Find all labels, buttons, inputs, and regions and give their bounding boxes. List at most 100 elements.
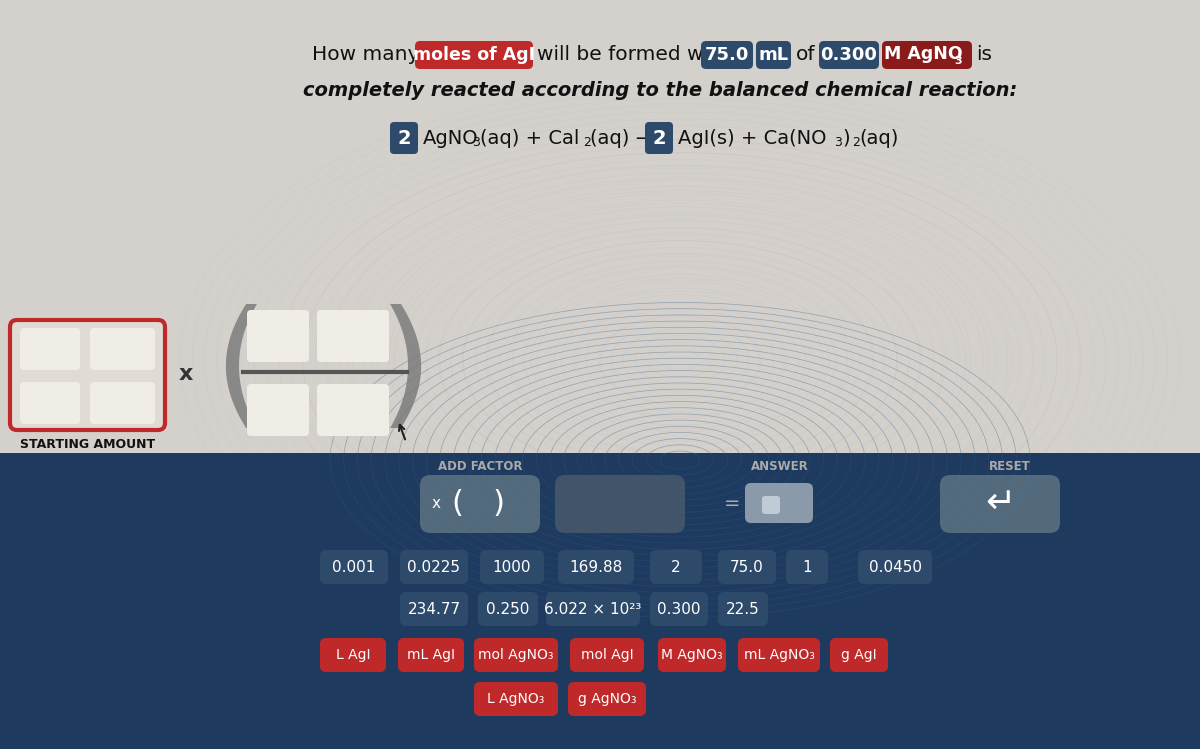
Text: mol AgNO₃: mol AgNO₃ [479,648,553,662]
Text: ): ) [842,129,850,148]
FancyBboxPatch shape [745,483,814,523]
FancyBboxPatch shape [478,592,538,626]
Text: mL AgNO₃: mL AgNO₃ [744,648,815,662]
FancyBboxPatch shape [90,382,155,424]
Text: 1: 1 [802,560,812,574]
Text: 22.5: 22.5 [726,601,760,616]
FancyBboxPatch shape [247,310,310,362]
FancyBboxPatch shape [818,41,878,69]
FancyBboxPatch shape [650,592,708,626]
FancyBboxPatch shape [786,550,828,584]
FancyBboxPatch shape [0,453,1200,749]
Text: 2: 2 [583,136,590,150]
FancyBboxPatch shape [568,682,646,716]
FancyBboxPatch shape [546,592,640,626]
Text: 0.001: 0.001 [332,560,376,574]
FancyBboxPatch shape [650,550,702,584]
Text: 0.250: 0.250 [486,601,529,616]
Text: (aq): (aq) [859,129,899,148]
FancyBboxPatch shape [474,638,558,672]
Text: (   ): ( ) [451,488,504,518]
FancyBboxPatch shape [415,41,533,69]
FancyBboxPatch shape [247,384,310,436]
Text: M AgNO₃: M AgNO₃ [661,648,722,662]
Text: 3: 3 [834,136,842,150]
Text: (aq) →: (aq) → [590,129,652,148]
FancyBboxPatch shape [398,638,464,672]
Text: (: ( [214,305,266,440]
Text: AgNO: AgNO [424,129,479,148]
FancyBboxPatch shape [400,550,468,584]
Text: 3: 3 [954,56,962,66]
Text: 3: 3 [472,136,480,150]
Text: of: of [796,46,816,64]
FancyBboxPatch shape [558,550,634,584]
Text: L AgNO₃: L AgNO₃ [487,692,545,706]
FancyBboxPatch shape [940,475,1060,533]
Text: ↵: ↵ [985,486,1015,520]
FancyBboxPatch shape [480,550,544,584]
Text: ANSWER: ANSWER [751,461,809,473]
Text: is: is [976,46,992,64]
Text: g AgI: g AgI [841,648,877,662]
FancyBboxPatch shape [701,41,754,69]
Text: 75.0: 75.0 [730,560,764,574]
Text: x: x [179,364,193,384]
Text: mL: mL [758,46,788,64]
Text: mL AgI: mL AgI [407,648,455,662]
Text: 6.022 × 10²³: 6.022 × 10²³ [545,601,642,616]
FancyBboxPatch shape [658,638,726,672]
Text: =: = [724,494,740,512]
FancyBboxPatch shape [570,638,644,672]
Text: How many: How many [312,46,419,64]
FancyBboxPatch shape [20,382,80,424]
Text: STARTING AMOUNT: STARTING AMOUNT [20,438,155,452]
FancyBboxPatch shape [554,475,685,533]
Text: 2: 2 [852,136,860,150]
Text: 2: 2 [397,129,410,148]
Text: 2: 2 [652,129,666,148]
FancyBboxPatch shape [90,328,155,370]
Text: ADD FACTOR: ADD FACTOR [438,461,522,473]
Text: 0.300: 0.300 [821,46,877,64]
Text: x: x [432,496,442,511]
Text: M AgNO: M AgNO [883,45,962,63]
FancyBboxPatch shape [0,0,1200,460]
FancyBboxPatch shape [317,384,389,436]
FancyBboxPatch shape [320,550,388,584]
Text: g AgNO₃: g AgNO₃ [577,692,636,706]
FancyBboxPatch shape [10,320,166,430]
Text: (aq) + Cal: (aq) + Cal [480,129,580,148]
Text: will be formed when: will be formed when [538,46,742,64]
FancyBboxPatch shape [320,638,386,672]
Text: 0.300: 0.300 [658,601,701,616]
Text: L AgI: L AgI [336,648,371,662]
Text: mol AgI: mol AgI [581,648,634,662]
Text: 0.0450: 0.0450 [869,560,922,574]
Text: 234.77: 234.77 [408,601,461,616]
Text: completely reacted according to the balanced chemical reaction:: completely reacted according to the bala… [302,80,1018,100]
FancyBboxPatch shape [882,41,972,69]
Text: 2: 2 [671,560,680,574]
Text: ): ) [379,305,433,440]
FancyBboxPatch shape [830,638,888,672]
FancyBboxPatch shape [718,592,768,626]
FancyBboxPatch shape [756,41,791,69]
FancyBboxPatch shape [738,638,820,672]
FancyBboxPatch shape [858,550,932,584]
Text: AgI(s) + Ca(NO: AgI(s) + Ca(NO [678,129,827,148]
FancyBboxPatch shape [400,592,468,626]
Text: 1000: 1000 [493,560,532,574]
FancyBboxPatch shape [474,682,558,716]
Text: 169.88: 169.88 [569,560,623,574]
Text: RESET: RESET [989,461,1031,473]
Text: moles of AgI: moles of AgI [413,46,535,64]
FancyBboxPatch shape [420,475,540,533]
Text: 75.0: 75.0 [704,46,749,64]
FancyBboxPatch shape [718,550,776,584]
FancyBboxPatch shape [317,310,389,362]
Text: 0.0225: 0.0225 [408,560,461,574]
FancyBboxPatch shape [390,122,418,154]
FancyBboxPatch shape [762,496,780,514]
FancyBboxPatch shape [646,122,673,154]
